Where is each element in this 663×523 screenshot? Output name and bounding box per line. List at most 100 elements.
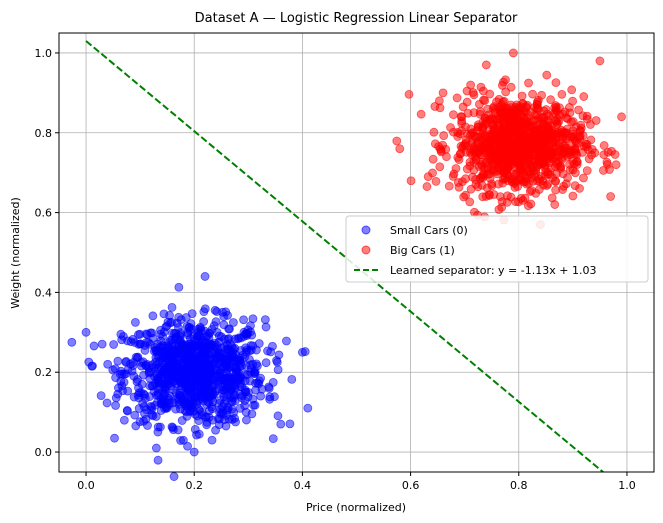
scatter-point <box>225 324 234 334</box>
scatter-point <box>550 162 560 172</box>
scatter-point <box>449 110 458 120</box>
scatter-point <box>153 339 163 349</box>
scatter-point <box>489 190 499 199</box>
scatter-point <box>197 388 207 398</box>
scatter-point <box>111 393 121 403</box>
scatter-point <box>574 105 583 115</box>
y-tick-label: 0.4 <box>35 286 53 299</box>
scatter-point <box>528 89 537 99</box>
scatter-point <box>138 357 148 367</box>
scatter-point <box>135 417 145 427</box>
scatter-point <box>451 164 461 173</box>
scatter-point <box>234 333 244 343</box>
scatter-point <box>123 336 132 346</box>
scatter-point <box>490 107 500 117</box>
scatter-point <box>534 185 544 194</box>
scatter-point <box>111 401 120 410</box>
scatter-point <box>133 390 143 400</box>
scatter-point <box>261 358 271 368</box>
scatter-point <box>229 352 239 362</box>
scatter-point <box>242 415 251 425</box>
scatter-point <box>395 144 405 154</box>
scatter-point <box>238 350 248 360</box>
scatter-point <box>144 368 154 378</box>
x-axis-ticks: 0.0 0.2 0.4 0.6 0.8 1.0 <box>77 472 636 492</box>
scatter-point <box>606 192 616 201</box>
scatter-point <box>171 404 181 414</box>
scatter-point <box>67 337 77 347</box>
scatter-point <box>219 312 229 322</box>
scatter-point <box>539 158 549 168</box>
x-tick-label: 0.4 <box>294 479 312 492</box>
scatter-point <box>551 185 561 195</box>
scatter-point <box>497 80 507 90</box>
scatter-point <box>484 169 494 179</box>
scatter-point <box>268 434 278 444</box>
scatter-point <box>529 144 538 154</box>
scatter-point <box>211 425 220 435</box>
scatter-point <box>428 154 438 164</box>
scatter-point <box>570 181 580 191</box>
scatter-point <box>159 327 169 337</box>
scatter-point <box>578 111 588 121</box>
scatter-point <box>170 345 180 355</box>
scatter-point <box>203 331 213 340</box>
scatter-point <box>81 327 91 337</box>
scatter-point <box>210 342 219 351</box>
scatter-point <box>518 195 528 205</box>
legend-marker-small-cars <box>361 225 371 235</box>
scatter-point <box>515 159 525 169</box>
scatter-point <box>494 179 503 189</box>
scatter-point <box>457 118 467 128</box>
scatter-point <box>272 357 282 367</box>
scatter-point <box>298 347 307 357</box>
scatter-point <box>435 103 445 113</box>
y-tick-label: 0.6 <box>35 207 53 220</box>
y-tick-label: 0.8 <box>35 127 53 140</box>
scatter-point <box>265 394 275 404</box>
scatter-point <box>431 177 441 186</box>
scatter-point <box>218 368 227 378</box>
scatter-point <box>599 150 609 160</box>
scatter-point <box>200 272 210 281</box>
scatter-point <box>498 136 507 146</box>
scatter-point <box>153 455 163 465</box>
scatter-point <box>531 126 541 136</box>
scatter-point <box>563 173 572 183</box>
scatter-point <box>579 92 589 101</box>
scatter-point <box>209 379 219 388</box>
scatter-point <box>159 389 169 399</box>
scatter-point <box>151 443 161 453</box>
scatter-point <box>423 172 433 182</box>
scatter-point <box>508 109 518 119</box>
scatter-point <box>224 373 234 383</box>
scatter-point <box>519 112 529 122</box>
scatter-point <box>392 136 402 146</box>
scatter-point <box>222 390 232 400</box>
scatter-point <box>524 136 533 146</box>
scatter-point <box>198 358 208 368</box>
scatter-point <box>282 336 291 346</box>
scatter-point <box>448 171 458 181</box>
scatter-point <box>168 356 177 365</box>
scatter-point <box>406 176 416 186</box>
scatter-point <box>531 135 541 144</box>
scatter-point <box>205 354 215 364</box>
scatter-point <box>250 369 260 378</box>
scatter-point <box>446 123 455 132</box>
chart-title: Dataset A — Logistic Regression Linear S… <box>195 11 518 26</box>
scatter-point <box>134 330 143 339</box>
scatter-point <box>84 357 94 367</box>
scatter-point <box>469 165 479 175</box>
scatter-point <box>246 360 255 370</box>
separator-line <box>85 40 604 473</box>
scatter-point <box>435 162 445 172</box>
scatter-point <box>567 85 577 95</box>
scatter-point <box>565 165 575 175</box>
scatter-point <box>276 419 286 429</box>
scatter-point <box>468 88 478 97</box>
scatter-point <box>522 100 532 110</box>
scatter-point <box>429 127 439 137</box>
scatter-point <box>494 205 504 214</box>
scatter-point <box>89 341 99 351</box>
